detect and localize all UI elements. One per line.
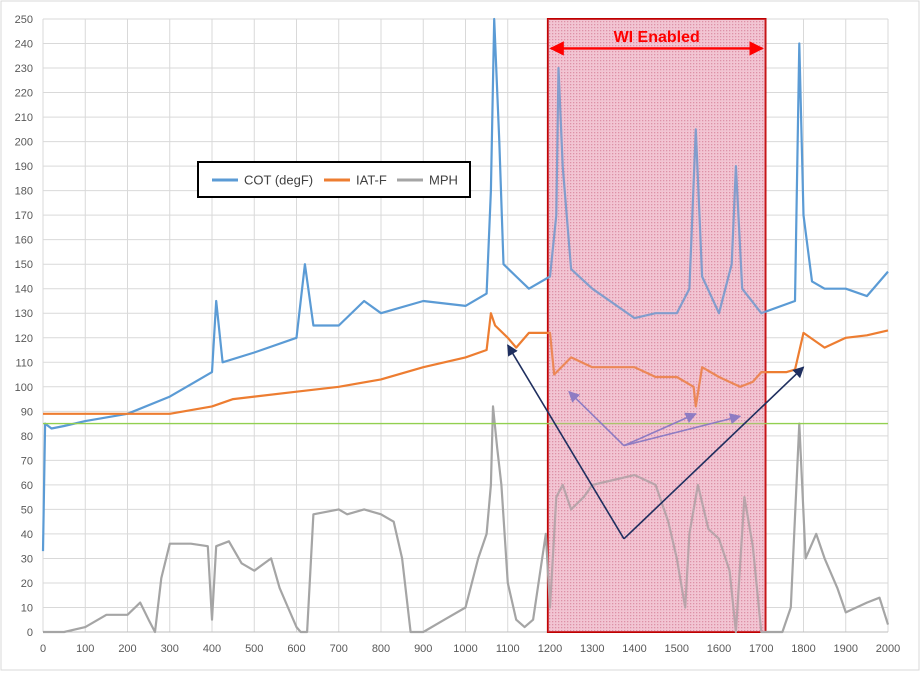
series-cot-degf bbox=[41, 17, 889, 552]
y-tick-label: 40 bbox=[21, 529, 33, 541]
x-tick-label: 800 bbox=[372, 643, 390, 655]
x-tick-label: 1400 bbox=[622, 643, 646, 655]
y-tick-label: 170 bbox=[15, 210, 33, 222]
y-tick-label: 250 bbox=[15, 14, 33, 26]
annotation-arrow bbox=[623, 413, 742, 447]
y-tick-label: 20 bbox=[21, 578, 33, 590]
axis-ticks: 0 100 200 300 400 500 600 700 800 900 1000 1100 1200… bbox=[15, 14, 901, 655]
y-tick-label: 210 bbox=[15, 112, 33, 124]
x-tick-label: 200 bbox=[118, 643, 136, 655]
y-tick-label: 220 bbox=[15, 88, 33, 100]
y-tick-label: 180 bbox=[15, 186, 33, 198]
y-tick-label: 140 bbox=[15, 284, 33, 296]
y-tick-label: 190 bbox=[15, 161, 33, 173]
y-tick-label: 30 bbox=[21, 553, 33, 565]
wi-enabled-region bbox=[546, 18, 767, 633]
annotation-layer: WI Enabled bbox=[614, 29, 700, 46]
series-mph bbox=[43, 405, 890, 634]
legend-label: COT (degF) bbox=[244, 173, 313, 188]
x-tick-label: 500 bbox=[245, 643, 263, 655]
y-tick-label: 0 bbox=[27, 627, 33, 639]
y-tick-label: 130 bbox=[15, 308, 33, 320]
x-tick-label: 1800 bbox=[791, 643, 815, 655]
wi-enabled-label: WI Enabled bbox=[614, 29, 700, 46]
series-layer bbox=[41, 17, 890, 634]
x-tick-label: 0 bbox=[40, 643, 46, 655]
annotation-arrows bbox=[507, 41, 805, 540]
annotation-arrow bbox=[568, 390, 625, 447]
y-tick-label: 90 bbox=[21, 406, 33, 418]
x-tick-label: 100 bbox=[76, 643, 94, 655]
y-tick-label: 70 bbox=[21, 455, 33, 467]
y-tick-label: 200 bbox=[15, 137, 33, 149]
legend-label: MPH bbox=[429, 173, 458, 188]
y-tick-label: 120 bbox=[15, 333, 33, 345]
x-tick-label: 900 bbox=[414, 643, 432, 655]
wi-enabled-overlay bbox=[547, 19, 766, 632]
x-tick-label: 400 bbox=[203, 643, 221, 655]
y-tick-label: 160 bbox=[15, 235, 33, 247]
x-tick-label: 1300 bbox=[580, 643, 604, 655]
y-tick-label: 10 bbox=[21, 602, 33, 614]
x-tick-label: 300 bbox=[161, 643, 179, 655]
legend: COT (degF) IAT-F MPH bbox=[197, 161, 471, 198]
x-tick-label: 1000 bbox=[453, 643, 477, 655]
y-tick-label: 150 bbox=[15, 259, 33, 271]
y-tick-label: 50 bbox=[21, 504, 33, 516]
x-tick-label: 700 bbox=[330, 643, 348, 655]
x-tick-label: 1700 bbox=[749, 643, 773, 655]
y-tick-label: 240 bbox=[15, 39, 33, 51]
x-tick-label: 2000 bbox=[876, 643, 900, 655]
annotation-arrow bbox=[623, 366, 805, 540]
annotation-arrow bbox=[623, 412, 697, 447]
x-tick-label: 1500 bbox=[665, 643, 689, 655]
y-tick-label: 80 bbox=[21, 431, 33, 443]
x-tick-label: 1200 bbox=[538, 643, 562, 655]
x-tick-label: 600 bbox=[287, 643, 305, 655]
wi-enabled-shade bbox=[546, 18, 767, 633]
x-tick-label: 1100 bbox=[496, 643, 520, 655]
y-tick-label: 230 bbox=[15, 63, 33, 75]
x-tick-label: 1600 bbox=[707, 643, 731, 655]
y-tick-label: 60 bbox=[21, 480, 33, 492]
y-tick-label: 110 bbox=[15, 357, 33, 369]
series-iat-f bbox=[43, 312, 889, 415]
x-tick-label: 1900 bbox=[834, 643, 858, 655]
y-tick-label: 100 bbox=[15, 382, 33, 394]
legend-label: IAT-F bbox=[356, 173, 387, 188]
annotation-arrow bbox=[507, 344, 625, 540]
